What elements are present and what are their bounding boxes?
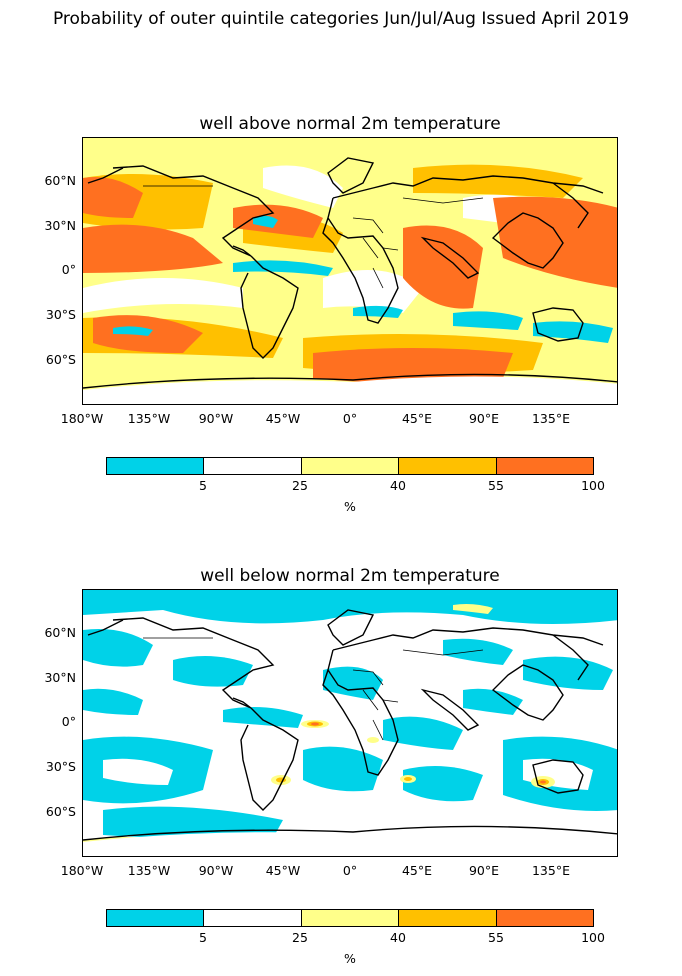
lon-tick-180w: 180°W bbox=[60, 863, 104, 878]
lon-tick-0: 0° bbox=[342, 863, 358, 878]
lon-tick-180w: 180°W bbox=[60, 411, 104, 426]
colorbar-1-tick-100: 100 bbox=[581, 478, 605, 493]
colorbar-1-segment-amber bbox=[399, 458, 497, 474]
map-well-above-normal bbox=[82, 137, 618, 405]
colorbar-2-tick-40: 40 bbox=[390, 930, 406, 945]
colorbar-2-unit: % bbox=[344, 951, 356, 966]
panel-2-title: well below normal 2m temperature bbox=[200, 566, 500, 586]
colorbar-2-segment-yellow bbox=[301, 910, 400, 926]
colorbar-1-segment-white bbox=[204, 458, 302, 474]
lon-tick-45e: 45°E bbox=[401, 863, 433, 878]
lon-tick-45w: 45°W bbox=[265, 411, 301, 426]
panel-1-title: well above normal 2m temperature bbox=[199, 114, 501, 134]
colorbar-2-tick-55: 55 bbox=[488, 930, 504, 945]
colorbar-2-tick-5: 5 bbox=[199, 930, 207, 945]
colorbar-1 bbox=[106, 457, 594, 475]
colorbar-2 bbox=[106, 909, 594, 927]
lon-tick-45w: 45°W bbox=[265, 863, 301, 878]
colorbar-2-segment-amber bbox=[399, 910, 497, 926]
colorbar-1-unit: % bbox=[344, 499, 356, 514]
lon-tick-90w: 90°W bbox=[198, 411, 234, 426]
lat-tick-0: 0° bbox=[61, 714, 76, 729]
lat-tick-60s: 60°S bbox=[45, 352, 76, 367]
lat-tick-30n: 30°N bbox=[44, 218, 76, 233]
colorbar-1-tick-5: 5 bbox=[199, 478, 207, 493]
lat-tick-60s: 60°S bbox=[45, 804, 76, 819]
figure-title: Probability of outer quintile categories… bbox=[52, 9, 630, 29]
lon-tick-90e: 90°E bbox=[468, 411, 500, 426]
colorbar-2-tick-25: 25 bbox=[292, 930, 308, 945]
lon-tick-135w: 135°W bbox=[127, 411, 171, 426]
lon-tick-135e: 135°E bbox=[531, 411, 570, 426]
lon-tick-45e: 45°E bbox=[401, 411, 433, 426]
lat-tick-0: 0° bbox=[61, 262, 76, 277]
lon-tick-0: 0° bbox=[342, 411, 358, 426]
lat-tick-60n: 60°N bbox=[44, 625, 76, 640]
colorbar-1-segment-orange bbox=[496, 458, 594, 474]
colorbar-1-segment-yellow bbox=[301, 458, 400, 474]
colorbar-2-segment-orange bbox=[496, 910, 594, 926]
colorbar-2-segment-cyan bbox=[107, 910, 205, 926]
colorbar-2-segment-white bbox=[204, 910, 302, 926]
lat-tick-30n: 30°N bbox=[44, 670, 76, 685]
lat-tick-60n: 60°N bbox=[44, 173, 76, 188]
map-well-below-normal bbox=[82, 589, 618, 857]
colorbar-1-tick-40: 40 bbox=[390, 478, 406, 493]
colorbar-2-tick-100: 100 bbox=[581, 930, 605, 945]
lat-tick-30s: 30°S bbox=[45, 759, 76, 774]
lat-tick-30s: 30°S bbox=[45, 307, 76, 322]
lon-tick-90w: 90°W bbox=[198, 863, 234, 878]
colorbar-1-segment-cyan bbox=[107, 458, 205, 474]
lon-tick-90e: 90°E bbox=[468, 863, 500, 878]
colorbar-1-tick-55: 55 bbox=[488, 478, 504, 493]
lon-tick-135e: 135°E bbox=[531, 863, 570, 878]
colorbar-1-tick-25: 25 bbox=[292, 478, 308, 493]
lon-tick-135w: 135°W bbox=[127, 863, 171, 878]
